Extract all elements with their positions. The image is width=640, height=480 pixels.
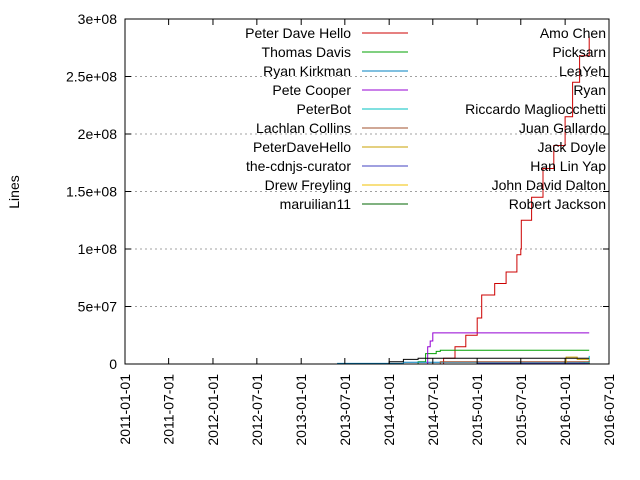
y-axis: 0 5e+07 1e+08 1.5e+08 2e+08 2.5e+08 3e+08 [66,11,609,372]
legend-label: Ryan Kirkman [263,63,351,79]
legend-label: LeaYeh [559,63,606,79]
legend-label: John David Dalton [492,177,606,193]
legend-label: Amo Chen [540,25,606,41]
x-tick-label: 2015-01-01 [469,374,485,446]
legend-label: maruilian11 [280,196,352,212]
legend-label: PeterDaveHello [253,139,351,155]
y-tick-label: 2.5e+08 [66,69,117,85]
x-tick-label: 2011-07-01 [161,374,177,445]
y-tick-label: 0 [109,356,117,372]
series-line [403,349,590,365]
legend-label: Picksarn [552,44,606,60]
x-tick-label: 2014-01-01 [381,374,397,446]
legend-label: the-cdnjs-curator [246,158,351,174]
y-tick-label: 5e+07 [78,299,118,315]
x-tick-label: 2015-07-01 [513,374,529,446]
y-tick-label: 3e+08 [78,11,118,27]
legend-label: Juan Gallardo [519,120,606,136]
y-axis-title: Lines [6,175,22,208]
x-tick-label: 2011-01-01 [117,374,133,445]
grid-lines [125,76,609,307]
x-axis: 2011-01-01 2011-07-01 2012-01-01 2012-07-01… [117,19,617,446]
legend-label: PeterBot [297,101,352,117]
x-tick-label: 2016-07-01 [601,374,617,446]
legend: Peter Dave Hello Thomas Davis Ryan Kirkman… [245,25,606,212]
y-tick-label: 1.5e+08 [66,184,117,200]
legend-label: Pete Cooper [272,82,351,98]
x-tick-label: 2012-01-01 [205,374,221,446]
x-tick-label: 2012-07-01 [249,374,265,446]
series-line [425,332,590,365]
legend-label: Lachlan Collins [256,120,351,136]
y-tick-label: 1e+08 [78,241,118,257]
legend-label: Han Lin Yap [530,158,606,174]
x-tick-label: 2013-07-01 [337,374,353,446]
y-tick-label: 2e+08 [78,126,118,142]
series-line [430,36,590,365]
legend-label: Drew Freyling [265,177,351,193]
legend-label: Ryan [573,82,606,98]
legend-label: Robert Jackson [509,196,606,212]
legend-label: Thomas Davis [262,44,351,60]
legend-label: Riccardo Magliocchetti [465,101,606,117]
x-tick-label: 2016-01-01 [557,374,573,446]
x-tick-label: 2013-01-01 [293,374,309,446]
x-tick-label: 2014-07-01 [425,374,441,446]
legend-label: Jack Doyle [538,139,607,155]
legend-label: Peter Dave Hello [245,25,351,41]
